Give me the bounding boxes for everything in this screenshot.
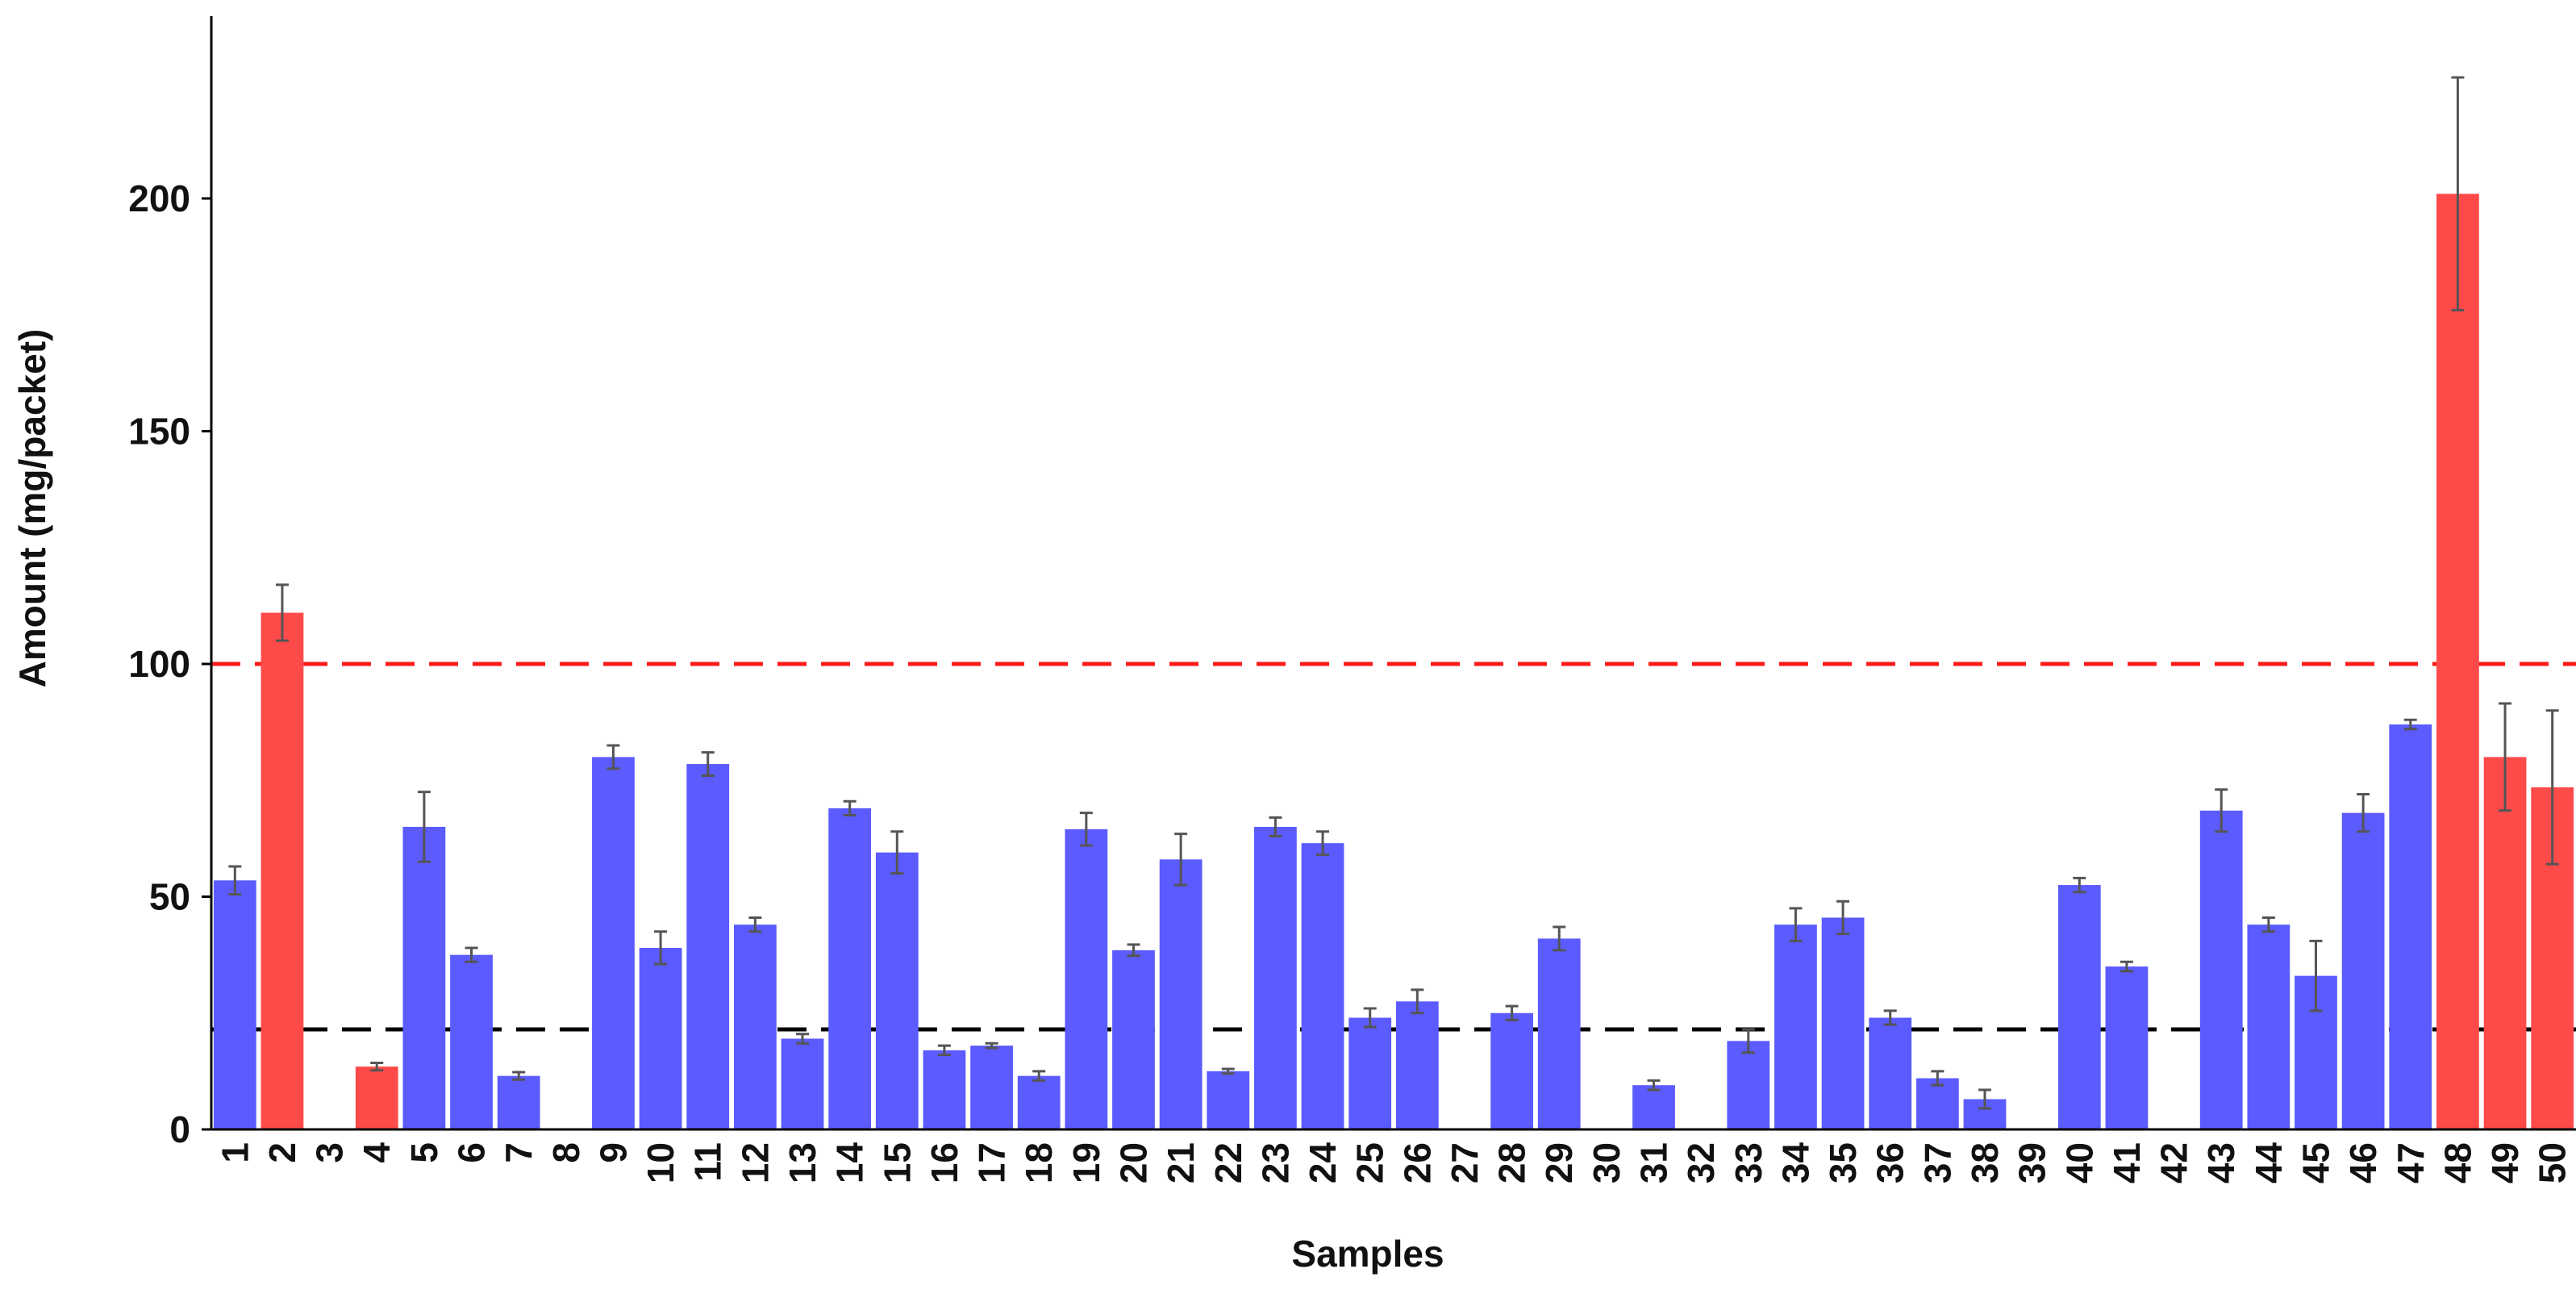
x-tick-label-17: 17 [971, 1142, 1013, 1183]
x-tick-label-38: 38 [1964, 1142, 2006, 1183]
x-tick-label-49: 49 [2484, 1142, 2526, 1183]
bar-14 [828, 808, 872, 1129]
x-tick-label-35: 35 [1822, 1142, 1864, 1183]
x-tick-label-13: 13 [782, 1142, 823, 1183]
x-tick-label-16: 16 [923, 1142, 965, 1183]
x-tick-label-42: 42 [2153, 1142, 2195, 1183]
bar-9 [592, 757, 635, 1129]
x-tick-label-47: 47 [2390, 1142, 2432, 1183]
bar-19 [1065, 829, 1108, 1129]
x-tick-label-34: 34 [1774, 1142, 1816, 1184]
x-tick-label-3: 3 [309, 1142, 351, 1163]
bar-43 [2199, 810, 2243, 1129]
bar-2 [261, 612, 304, 1129]
bar-41 [2105, 966, 2149, 1129]
x-tick-label-45: 45 [2295, 1142, 2336, 1183]
bar-22 [1207, 1071, 1250, 1129]
x-tick-label-12: 12 [734, 1142, 776, 1183]
y-tick-label-0: 0 [169, 1108, 190, 1150]
x-tick-label-9: 9 [592, 1142, 634, 1163]
bar-34 [1774, 925, 1817, 1129]
x-tick-label-43: 43 [2200, 1142, 2242, 1183]
bar-46 [2341, 812, 2385, 1129]
x-tick-label-22: 22 [1207, 1142, 1249, 1183]
bar-47 [2389, 724, 2432, 1129]
bar-48 [2436, 194, 2479, 1130]
x-tick-label-37: 37 [1916, 1142, 1958, 1183]
x-tick-label-21: 21 [1160, 1142, 1202, 1183]
bar-6 [450, 954, 493, 1129]
x-tick-label-8: 8 [545, 1142, 587, 1163]
bar-37 [1915, 1078, 1959, 1129]
x-axis-title: Samples [1291, 1233, 1444, 1275]
bar-12 [733, 925, 777, 1129]
bar-15 [875, 852, 919, 1129]
x-tick-label-39: 39 [2011, 1142, 2053, 1183]
x-tick-label-20: 20 [1112, 1142, 1154, 1183]
bar-1 [213, 880, 256, 1129]
bar-31 [1632, 1085, 1675, 1129]
x-tick-label-46: 46 [2342, 1142, 2384, 1183]
bar-7 [497, 1075, 540, 1129]
bar-23 [1254, 826, 1297, 1129]
x-tick-label-31: 31 [1633, 1142, 1675, 1183]
x-tick-label-11: 11 [687, 1142, 729, 1182]
bar-16 [923, 1050, 966, 1129]
x-tick-label-41: 41 [2106, 1142, 2148, 1183]
x-tick-label-7: 7 [498, 1142, 540, 1163]
x-tick-label-40: 40 [2058, 1142, 2100, 1183]
x-tick-label-44: 44 [2248, 1142, 2290, 1184]
x-tick-label-6: 6 [451, 1142, 493, 1163]
x-tick-label-29: 29 [1538, 1142, 1580, 1183]
y-tick-label-50: 50 [149, 876, 190, 918]
x-tick-label-27: 27 [1444, 1142, 1486, 1183]
y-tick-label-200: 200 [128, 177, 190, 219]
y-axis-title: Amount (mg/packet) [11, 329, 53, 688]
x-tick-label-4: 4 [356, 1142, 398, 1163]
bar-17 [970, 1046, 1013, 1129]
x-tick-label-33: 33 [1728, 1142, 1769, 1183]
bar-33 [1727, 1041, 1770, 1129]
bar-10 [639, 947, 682, 1129]
bar-28 [1490, 1012, 1533, 1129]
x-tick-label-23: 23 [1254, 1142, 1296, 1183]
x-tick-label-10: 10 [640, 1142, 682, 1183]
x-tick-label-2: 2 [261, 1142, 303, 1163]
x-tick-label-36: 36 [1869, 1142, 1911, 1183]
x-tick-label-1: 1 [214, 1142, 256, 1163]
x-tick-label-15: 15 [876, 1142, 918, 1183]
bar-49 [2483, 757, 2527, 1129]
x-tick-label-32: 32 [1680, 1142, 1722, 1183]
x-tick-label-25: 25 [1349, 1142, 1391, 1183]
bar-40 [2057, 885, 2101, 1129]
x-tick-label-30: 30 [1586, 1142, 1628, 1183]
x-tick-label-19: 19 [1065, 1142, 1107, 1183]
bar-36 [1869, 1017, 1912, 1129]
x-tick-label-28: 28 [1491, 1142, 1533, 1183]
x-tick-label-50: 50 [2532, 1142, 2574, 1183]
bar-4 [355, 1067, 398, 1129]
bar-21 [1159, 859, 1203, 1129]
x-tick-label-24: 24 [1302, 1142, 1344, 1184]
y-tick-label-100: 100 [128, 643, 190, 685]
bar-35 [1821, 917, 1865, 1129]
x-tick-label-5: 5 [403, 1142, 445, 1163]
bar-5 [402, 826, 446, 1129]
bar-13 [781, 1038, 824, 1129]
x-tick-label-48: 48 [2436, 1142, 2478, 1183]
x-tick-label-14: 14 [829, 1142, 871, 1184]
bar-20 [1112, 950, 1155, 1129]
y-tick-label-150: 150 [128, 411, 190, 453]
bar-26 [1395, 1001, 1439, 1129]
x-tick-label-26: 26 [1396, 1142, 1438, 1183]
bar-24 [1301, 843, 1344, 1129]
bar-29 [1537, 938, 1581, 1129]
x-tick-label-18: 18 [1018, 1142, 1060, 1183]
bar-11 [686, 764, 730, 1129]
bar-18 [1017, 1075, 1061, 1129]
bar-25 [1348, 1017, 1392, 1129]
bar-44 [2247, 925, 2290, 1129]
